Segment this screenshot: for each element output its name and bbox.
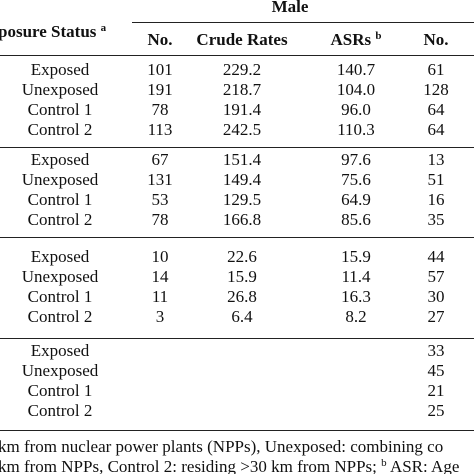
group-header: Male bbox=[271, 0, 309, 16]
cell: 21 bbox=[427, 381, 445, 400]
column-header: Crude Rates bbox=[196, 30, 288, 49]
cell: 166.8 bbox=[222, 210, 262, 229]
cell: 110.3 bbox=[337, 120, 375, 139]
cell: 11 bbox=[151, 287, 169, 306]
rule bbox=[0, 338, 474, 339]
cell: 129.5 bbox=[222, 190, 262, 209]
row-label: Control 2 bbox=[27, 120, 93, 139]
row-label: Control 2 bbox=[27, 210, 93, 229]
row-label: Exposed bbox=[30, 341, 90, 360]
footnote-line: km from nuclear power plants (NPPs), Une… bbox=[0, 437, 444, 456]
cell: 151.4 bbox=[222, 150, 262, 169]
cell: 75.6 bbox=[341, 170, 371, 189]
cell: 25 bbox=[427, 401, 445, 420]
cell: 53 bbox=[151, 190, 169, 209]
rule bbox=[132, 22, 474, 23]
row-label: Control 1 bbox=[27, 190, 93, 209]
cell: 51 bbox=[427, 170, 445, 189]
cell: 128 bbox=[423, 80, 449, 99]
cell: 64 bbox=[427, 100, 445, 119]
row-label: Exposed bbox=[30, 150, 90, 169]
footnote-text: km from NPPs, Control 2: residing >30 km… bbox=[0, 457, 377, 474]
cell: 44 bbox=[427, 247, 445, 266]
cell: 10 bbox=[151, 247, 169, 266]
cell: 67 bbox=[151, 150, 169, 169]
row-label: Unexposed bbox=[21, 80, 99, 99]
footnote-mark: b bbox=[375, 30, 382, 42]
cell: 61 bbox=[427, 60, 445, 79]
row-label: Control 2 bbox=[27, 401, 93, 420]
row-label: Unexposed bbox=[21, 170, 99, 189]
cell: 140.7 bbox=[336, 60, 376, 79]
footnote-line: km from NPPs, Control 2: residing >30 km… bbox=[0, 457, 459, 474]
column-header: No. bbox=[147, 30, 173, 49]
cell: 97.6 bbox=[341, 150, 371, 169]
cell: 33 bbox=[427, 341, 445, 360]
row-label: Control 2 bbox=[27, 307, 93, 326]
row-label: Exposed bbox=[30, 247, 90, 266]
rule bbox=[0, 147, 474, 148]
cell: 15.9 bbox=[341, 247, 371, 266]
cell: 8.2 bbox=[345, 307, 367, 326]
footnote-mark: a bbox=[100, 22, 107, 34]
cell: 218.7 bbox=[222, 80, 262, 99]
cell: 191 bbox=[147, 80, 173, 99]
cell: 101 bbox=[147, 60, 173, 79]
cell: 191.4 bbox=[222, 100, 262, 119]
cell: 57 bbox=[427, 267, 445, 286]
cell: 26.8 bbox=[227, 287, 257, 306]
cell: 15.9 bbox=[227, 267, 257, 286]
cell: 113 bbox=[147, 120, 173, 139]
cell: 3 bbox=[155, 307, 165, 326]
column-header: posure Status a bbox=[0, 22, 106, 42]
cell: 104.0 bbox=[336, 80, 376, 99]
cell: 78 bbox=[151, 210, 169, 229]
cell: 30 bbox=[427, 287, 445, 306]
rule bbox=[0, 237, 474, 238]
cell: 6.4 bbox=[231, 307, 253, 326]
footnote-mark: b bbox=[381, 457, 387, 469]
cell: 27 bbox=[427, 307, 445, 326]
cell: 14 bbox=[151, 267, 169, 286]
cell: 16 bbox=[427, 190, 445, 209]
row-label: Unexposed bbox=[21, 267, 99, 286]
cell: 149.4 bbox=[222, 170, 262, 189]
cell: 85.6 bbox=[341, 210, 371, 229]
header-text: posure Status bbox=[0, 22, 97, 41]
cell: 242.5 bbox=[222, 120, 262, 139]
footnote-text: ASR: Age bbox=[389, 457, 460, 474]
cell: 96.0 bbox=[341, 100, 371, 119]
row-label: Unexposed bbox=[21, 361, 99, 380]
cell: 131 bbox=[147, 170, 173, 189]
row-label: Control 1 bbox=[27, 287, 93, 306]
cell: 64.9 bbox=[341, 190, 371, 209]
cell: 78 bbox=[151, 100, 169, 119]
cell: 13 bbox=[427, 150, 445, 169]
rule bbox=[0, 430, 474, 431]
cell: 16.3 bbox=[341, 287, 371, 306]
cell: 22.6 bbox=[227, 247, 257, 266]
cell: 35 bbox=[427, 210, 445, 229]
row-label: Control 1 bbox=[27, 100, 93, 119]
header-text: ASRs bbox=[330, 30, 372, 49]
cell: 229.2 bbox=[222, 60, 262, 79]
column-header: No. bbox=[423, 30, 449, 49]
rule bbox=[0, 55, 474, 56]
row-label: Control 1 bbox=[27, 381, 93, 400]
column-header: ASRs b bbox=[331, 30, 382, 50]
cell: 64 bbox=[427, 120, 445, 139]
row-label: Exposed bbox=[30, 60, 90, 79]
cell: 11.4 bbox=[341, 267, 371, 286]
cell: 45 bbox=[427, 361, 445, 380]
